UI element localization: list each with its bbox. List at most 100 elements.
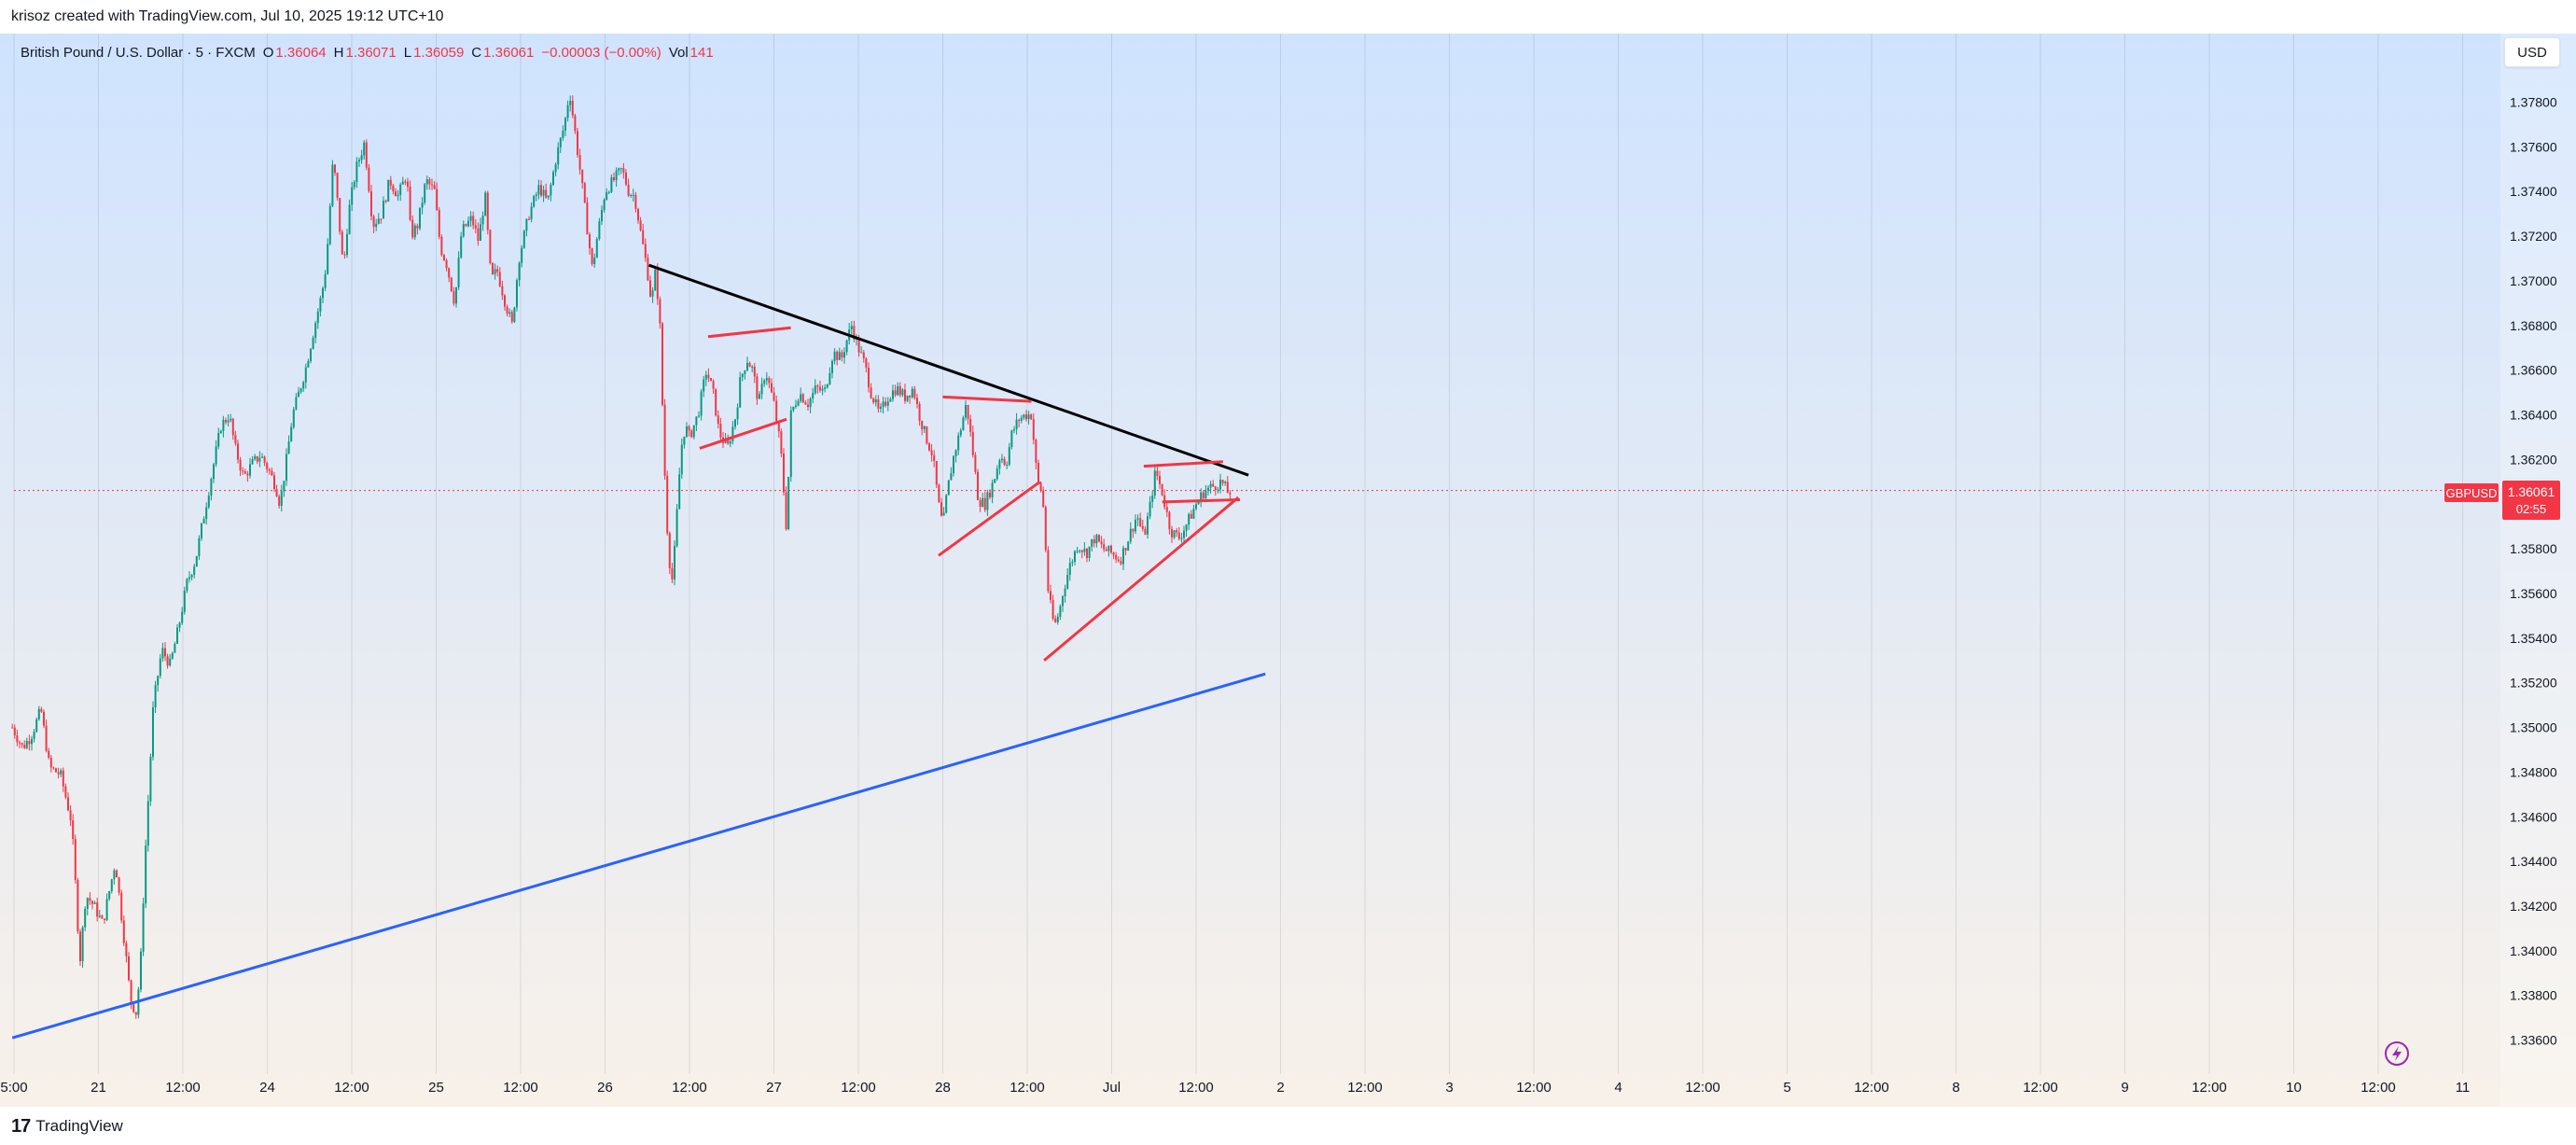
candle-body bbox=[1015, 419, 1018, 429]
candle-body bbox=[1165, 507, 1168, 512]
candle-body bbox=[923, 426, 926, 430]
candle-body bbox=[562, 130, 564, 138]
candle-body bbox=[564, 118, 566, 131]
time-axis[interactable]: 5:00 21 12:00 24 12:00 25 12:00 26 12:00 27 12:00 2… bbox=[0, 1080, 2470, 1096]
candle-body bbox=[704, 374, 707, 380]
candle-body bbox=[630, 194, 633, 196]
candle-body bbox=[256, 455, 258, 462]
candle-body bbox=[336, 173, 339, 199]
candle-body bbox=[804, 402, 807, 405]
candle-body bbox=[983, 497, 986, 510]
candle-body bbox=[642, 230, 645, 244]
candle-body bbox=[445, 259, 448, 269]
candle-body bbox=[659, 299, 661, 324]
pattern-3-line[interactable] bbox=[1162, 497, 1241, 504]
candle-body bbox=[448, 268, 451, 278]
candle-body bbox=[78, 931, 81, 962]
candle-body bbox=[1000, 458, 1003, 461]
candle-body bbox=[918, 403, 921, 422]
tradingview-logo-icon: 17 bbox=[11, 1115, 31, 1137]
candle-body bbox=[607, 191, 610, 193]
price-tick-label: 1.37200 bbox=[2510, 229, 2557, 244]
open-value: 1.36064 bbox=[275, 44, 327, 61]
candle-body bbox=[283, 481, 285, 492]
candle-body bbox=[1161, 483, 1163, 496]
candle-body bbox=[1032, 419, 1035, 440]
candle-body bbox=[559, 137, 562, 147]
pattern-2-line[interactable] bbox=[938, 481, 1041, 557]
candle-body bbox=[1194, 504, 1197, 510]
candle-body bbox=[122, 920, 125, 943]
candle-body bbox=[600, 210, 603, 222]
close-value: 1.36061 bbox=[483, 44, 535, 61]
time-tick-label: 4 bbox=[1614, 1080, 1622, 1096]
candle-body bbox=[207, 496, 210, 508]
candle-body bbox=[134, 1012, 137, 1015]
candle-body bbox=[1049, 591, 1051, 600]
time-tick-label: 12:00 bbox=[1685, 1080, 1720, 1096]
symbol-title[interactable]: British Pound / U.S. Dollar · 5 · FXCM bbox=[21, 44, 256, 61]
candle-body bbox=[911, 388, 913, 398]
price-tick-label: 1.37800 bbox=[2510, 95, 2557, 110]
drawings[interactable] bbox=[11, 263, 1266, 1040]
candle-body bbox=[397, 194, 399, 197]
time-tick-label: 8 bbox=[1952, 1080, 1959, 1096]
pattern-1-line[interactable] bbox=[699, 417, 787, 450]
currency-button[interactable]: USD bbox=[2504, 37, 2560, 67]
candle-body bbox=[537, 185, 540, 195]
candle-body bbox=[453, 290, 455, 304]
candle-body bbox=[1153, 470, 1156, 496]
low-value: 1.36059 bbox=[413, 44, 465, 61]
candle-body bbox=[105, 899, 108, 921]
pattern-3-line[interactable] bbox=[1143, 460, 1224, 468]
candle-body bbox=[230, 418, 232, 421]
candle-body bbox=[421, 202, 424, 208]
price-tick-label: 1.34800 bbox=[2510, 764, 2557, 779]
candle-body bbox=[1042, 490, 1045, 508]
candle-body bbox=[248, 464, 251, 476]
candle-body bbox=[697, 415, 700, 417]
candle-body bbox=[462, 224, 465, 237]
candle-body bbox=[1144, 528, 1147, 535]
candle-body bbox=[1047, 550, 1050, 592]
candle-body bbox=[360, 155, 363, 161]
candle-body bbox=[103, 918, 105, 921]
candle-body bbox=[748, 362, 751, 368]
candle-body bbox=[913, 388, 916, 398]
candle-body bbox=[382, 201, 384, 219]
candle-body bbox=[484, 192, 487, 216]
candle-body bbox=[181, 611, 184, 623]
price-axis[interactable]: 1.33600 1.33800 1.34000 1.34200 1.34400 1.346… bbox=[2510, 95, 2557, 1048]
price-tick-label: 1.36400 bbox=[2510, 408, 2557, 423]
candle-body bbox=[894, 390, 897, 396]
high-value: 1.36071 bbox=[345, 44, 397, 61]
candle-body bbox=[703, 379, 705, 392]
candle-body bbox=[333, 164, 336, 174]
candle-body bbox=[731, 426, 734, 441]
price-tick-label: 1.37000 bbox=[2510, 273, 2557, 288]
pattern-1-line[interactable] bbox=[707, 326, 791, 339]
candle-body bbox=[763, 380, 766, 384]
price-chart[interactable]: 1.33600 1.33800 1.34000 1.34200 1.34400 1.346… bbox=[0, 34, 2576, 1107]
candle-body bbox=[1124, 548, 1127, 551]
candle-body bbox=[66, 797, 69, 811]
candle-body bbox=[13, 727, 16, 736]
pattern-2-line[interactable] bbox=[942, 395, 1032, 403]
pattern-3-line[interactable] bbox=[1043, 496, 1240, 662]
lightning-icon[interactable] bbox=[2385, 1041, 2409, 1066]
candle-body bbox=[707, 374, 710, 379]
candle-body bbox=[1200, 492, 1203, 501]
candle-body bbox=[964, 405, 967, 418]
price-tick-label: 1.37400 bbox=[2510, 184, 2557, 199]
candle-body bbox=[328, 205, 331, 244]
candle-body bbox=[1170, 529, 1173, 538]
candle-body bbox=[127, 956, 130, 981]
candle-body bbox=[845, 340, 848, 353]
trendline-blue-uptrend[interactable] bbox=[11, 672, 1266, 1040]
time-tick-label: 12:00 bbox=[1347, 1080, 1383, 1096]
candle-body bbox=[48, 750, 50, 758]
candle-body bbox=[132, 1002, 135, 1012]
trendline-black-downtrend[interactable] bbox=[648, 263, 1249, 477]
candle-body bbox=[42, 711, 45, 726]
candle-body bbox=[392, 185, 395, 192]
